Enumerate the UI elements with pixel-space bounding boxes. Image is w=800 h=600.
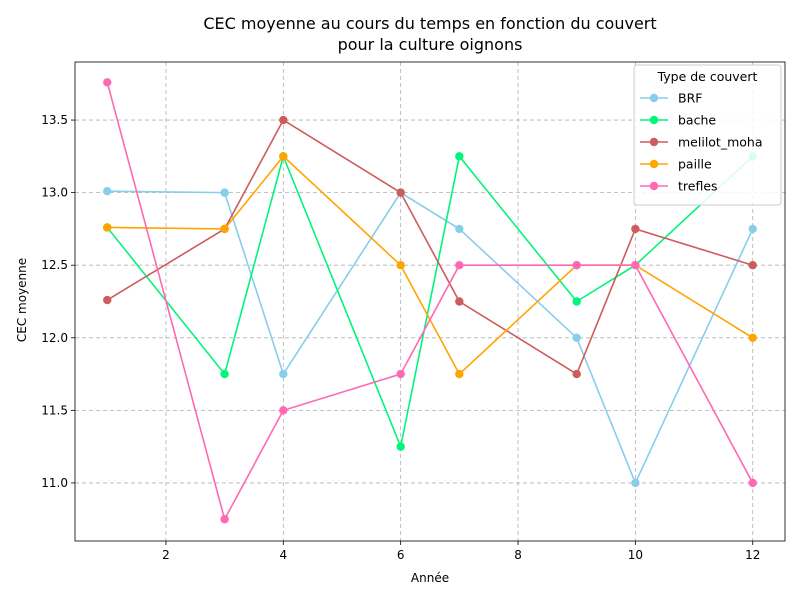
data-point xyxy=(220,188,229,197)
data-point xyxy=(572,369,581,379)
data-point xyxy=(103,223,112,232)
data-point xyxy=(103,295,112,305)
data-point xyxy=(103,186,112,196)
data-point xyxy=(572,333,581,342)
legend-entry-paille: paille xyxy=(640,157,712,172)
legend-box xyxy=(633,64,782,206)
data-point xyxy=(279,406,288,415)
data-point xyxy=(279,152,288,161)
x-tick-label: 4 xyxy=(279,548,287,562)
data-point xyxy=(455,261,464,270)
data-point xyxy=(455,224,464,234)
series-line xyxy=(106,82,754,522)
chart-title: CEC moyenne au cours du temps en fonctio… xyxy=(203,14,656,54)
y-tick-label: 13.0 xyxy=(41,186,68,200)
legend-entry-trefles: trefles xyxy=(640,179,718,194)
y-tick-label: 13.5 xyxy=(41,113,68,127)
legend-label: trefles xyxy=(678,179,718,194)
legend-label: melilot_moha xyxy=(678,135,763,150)
series-line xyxy=(106,153,754,450)
legend-label: paille xyxy=(678,157,712,172)
data-point xyxy=(748,224,757,234)
legend-marker xyxy=(649,115,659,125)
data-point xyxy=(631,478,640,488)
x-tick-label: 12 xyxy=(745,548,760,562)
x-tick-label: 6 xyxy=(397,548,405,562)
data-point xyxy=(748,478,757,488)
y-axis-ticks: 11.0 11.5 12.0 12.5 13.0 13.5 xyxy=(41,113,75,490)
legend-marker xyxy=(649,137,659,147)
data-point xyxy=(396,442,405,451)
legend-entry-melilot_moha: melilot_moha xyxy=(640,135,763,150)
chart-title-line-2: pour la culture oignons xyxy=(338,35,523,54)
legend: Type de couvert BRF bache melilot_mohapaill… xyxy=(633,64,782,206)
legend-marker xyxy=(649,181,659,191)
legend-title: Type de couvert xyxy=(657,69,758,84)
x-axis-label: Année xyxy=(411,571,449,585)
data-point xyxy=(748,261,757,270)
data-point xyxy=(572,261,581,270)
legend-label: BRF xyxy=(678,91,702,106)
legend-label: bache xyxy=(678,113,716,128)
data-point xyxy=(455,152,464,161)
y-tick-label: 11.5 xyxy=(41,403,68,417)
legend-marker xyxy=(649,159,659,169)
series-trefles xyxy=(103,78,757,524)
chart-title-line-1: CEC moyenne au cours du temps en fonctio… xyxy=(203,14,656,33)
data-point xyxy=(748,333,757,342)
series-line xyxy=(107,190,754,485)
data-point xyxy=(220,369,229,379)
data-point xyxy=(455,297,464,306)
x-axis-ticks: 2 4 6 8 10 12 xyxy=(162,541,760,562)
series-BRF xyxy=(103,186,757,488)
series-line xyxy=(106,118,753,376)
data-point xyxy=(631,224,640,234)
data-point xyxy=(455,369,464,379)
x-tick-label: 2 xyxy=(162,548,170,562)
x-tick-label: 10 xyxy=(628,548,643,562)
data-point xyxy=(396,261,405,270)
data-point xyxy=(572,297,581,306)
y-axis-label: CEC moyenne xyxy=(15,258,29,342)
y-tick-label: 12.5 xyxy=(41,258,68,272)
series-lines xyxy=(103,78,757,524)
plot-area-frame xyxy=(74,61,786,542)
data-point xyxy=(220,515,229,524)
data-point xyxy=(279,115,288,125)
data-point xyxy=(279,369,288,379)
data-point xyxy=(396,369,405,379)
x-tick-label: 8 xyxy=(514,548,522,562)
data-point xyxy=(396,188,405,197)
y-tick-label: 12.0 xyxy=(41,331,68,345)
data-point xyxy=(220,224,229,234)
data-point xyxy=(631,261,640,270)
legend-entry-BRF: BRF xyxy=(640,91,702,106)
y-tick-label: 11.0 xyxy=(41,476,68,490)
legend-entry-bache: bache xyxy=(640,113,716,128)
legend-marker xyxy=(649,93,659,103)
data-point xyxy=(103,78,112,87)
